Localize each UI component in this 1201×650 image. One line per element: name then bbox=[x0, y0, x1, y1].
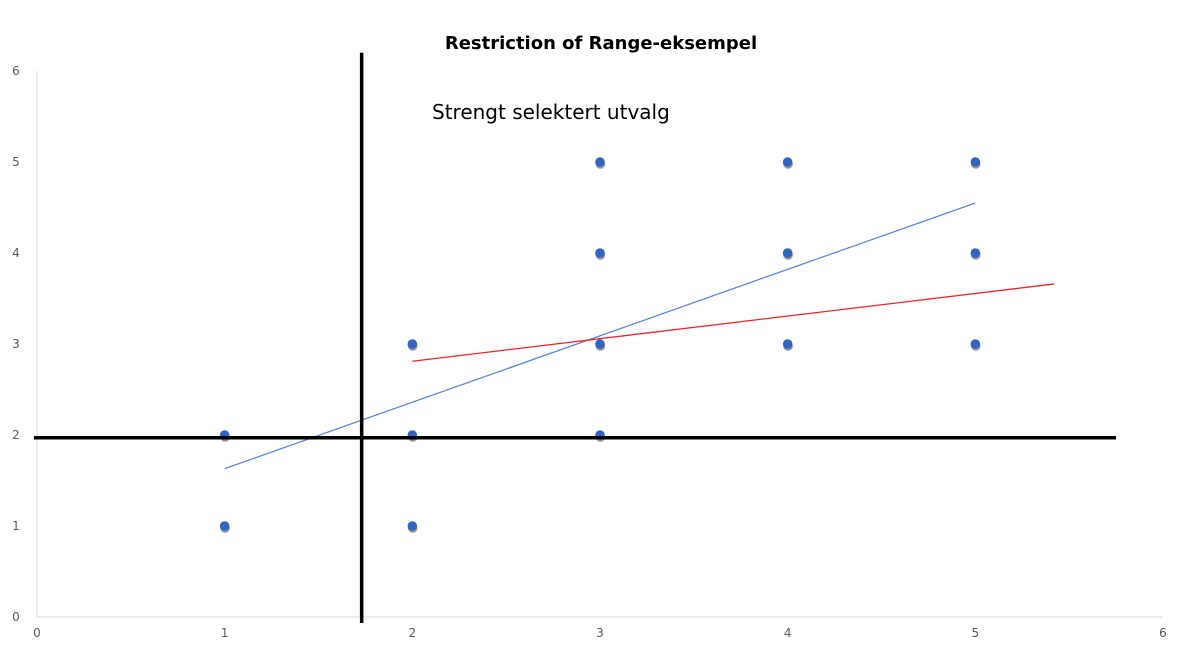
x-tick-label: 6 bbox=[1159, 626, 1167, 640]
y-tick-label: 5 bbox=[12, 155, 20, 169]
y-tick-label: 3 bbox=[12, 337, 20, 351]
y-tick-label: 4 bbox=[12, 246, 20, 260]
trendline-1 bbox=[224, 202, 976, 470]
data-point bbox=[407, 339, 418, 351]
data-point bbox=[595, 157, 606, 169]
data-point bbox=[595, 248, 606, 260]
y-tick-label: 0 bbox=[12, 610, 20, 624]
y-tick-label: 6 bbox=[12, 64, 20, 78]
y-tick-label: 2 bbox=[12, 428, 20, 442]
trendlines bbox=[224, 202, 1055, 470]
trendline-2 bbox=[412, 283, 1055, 362]
x-tick-label: 3 bbox=[596, 626, 604, 640]
x-tick-label: 4 bbox=[784, 626, 792, 640]
data-point bbox=[970, 248, 981, 260]
chart-title: Restriction of Range-eksempel bbox=[445, 33, 757, 54]
x-tick-label: 5 bbox=[972, 626, 980, 640]
data-point bbox=[595, 339, 606, 351]
data-points bbox=[219, 157, 981, 533]
data-point bbox=[782, 248, 793, 260]
data-point bbox=[782, 339, 793, 351]
cutoff-lines bbox=[34, 52, 1117, 623]
data-point bbox=[970, 157, 981, 169]
y-tick-label: 1 bbox=[12, 519, 20, 533]
x-tick-label: 1 bbox=[221, 626, 229, 640]
data-point bbox=[782, 157, 793, 169]
x-tick-label: 2 bbox=[409, 626, 417, 640]
axes: 0 1 2 3 4 5 6 0 1 2 3 4 5 6 bbox=[12, 64, 1167, 640]
x-tick-label: 0 bbox=[33, 626, 41, 640]
data-point bbox=[219, 521, 230, 533]
data-point bbox=[407, 521, 418, 533]
data-point bbox=[970, 339, 981, 351]
annotation-selected-sample: Strengt selektert utvalg bbox=[432, 100, 670, 124]
